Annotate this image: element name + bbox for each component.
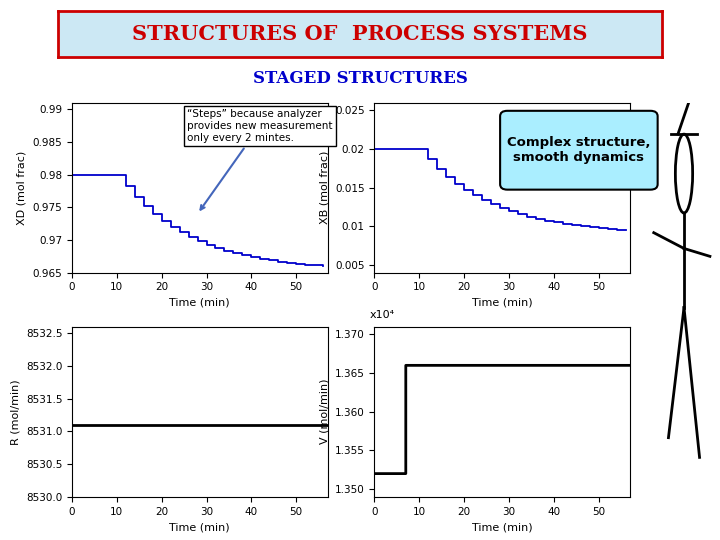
X-axis label: Time (min): Time (min) <box>169 522 230 532</box>
Y-axis label: XD (mol frac): XD (mol frac) <box>17 151 27 225</box>
Y-axis label: XB (mol frac): XB (mol frac) <box>320 151 330 224</box>
Text: STRUCTURES OF  PROCESS SYSTEMS: STRUCTURES OF PROCESS SYSTEMS <box>132 24 588 44</box>
X-axis label: Time (min): Time (min) <box>169 298 230 308</box>
Text: “Steps” because analyzer
provides new measurement
only every 2 mintes.: “Steps” because analyzer provides new me… <box>187 110 333 210</box>
Text: x10⁴: x10⁴ <box>369 310 395 320</box>
Y-axis label: R (mol/min): R (mol/min) <box>10 379 20 444</box>
Text: Complex structure,
smooth dynamics: Complex structure, smooth dynamics <box>507 136 651 164</box>
X-axis label: Time (min): Time (min) <box>472 522 533 532</box>
Text: STAGED STRUCTURES: STAGED STRUCTURES <box>253 70 467 87</box>
Y-axis label: V (mol/min): V (mol/min) <box>319 379 329 444</box>
X-axis label: Time (min): Time (min) <box>472 298 533 308</box>
